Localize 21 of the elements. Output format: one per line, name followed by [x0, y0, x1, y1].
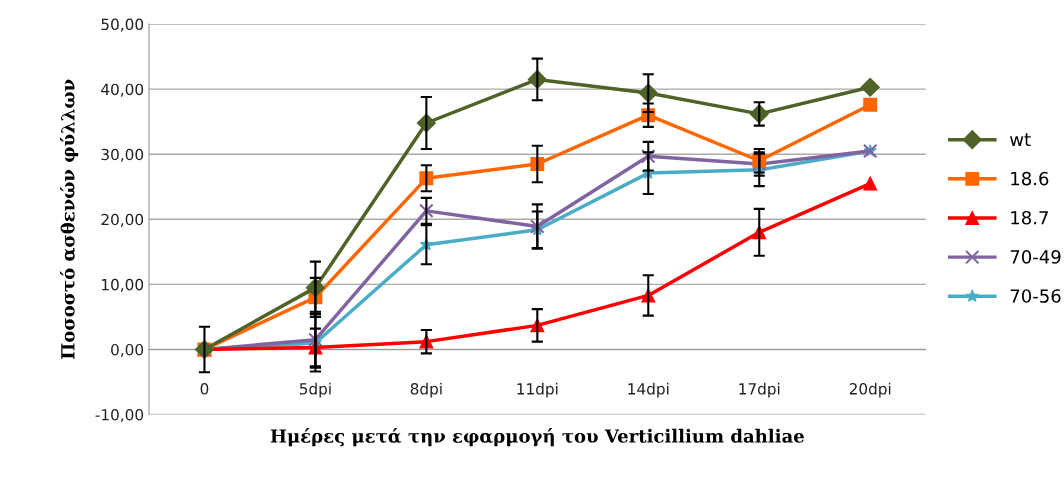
legend-label: 70-56 — [1010, 289, 1061, 303]
legend-label: wt — [1010, 133, 1031, 147]
x-tick-label: 0 — [200, 383, 209, 395]
legend-label: 70-49 — [1010, 250, 1061, 264]
y-axis-title: Ποσοστό ασθενών φύλλων — [59, 79, 79, 359]
y-tick-label: 10,00 — [102, 278, 144, 292]
legend-label: 18.7 — [1011, 210, 1048, 225]
y-tick-label: 40,00 — [101, 83, 144, 97]
x-tick-label: 17dpi — [739, 382, 780, 398]
y-tick-label: 0,00 — [111, 343, 144, 358]
y-tick-label: -10,00 — [95, 408, 144, 423]
x-tick-label: 8dpi — [410, 382, 442, 398]
y-tick-label: 50,00 — [101, 18, 144, 32]
x-tick-label: 14dpi — [628, 382, 669, 398]
x-tick-label: 11dpi — [517, 382, 558, 398]
x-axis-title: Ημέρες μετά την εφαρμογή του Verticillium dahliae — [270, 428, 804, 447]
x-tick-label: 20dpi — [849, 382, 891, 398]
y-tick-label: 20,00 — [101, 213, 144, 227]
legend-label: 18.6 — [1011, 171, 1049, 186]
x-tick-label: 5dpi — [299, 382, 331, 398]
y-tick-label: 30,00 — [101, 148, 144, 162]
